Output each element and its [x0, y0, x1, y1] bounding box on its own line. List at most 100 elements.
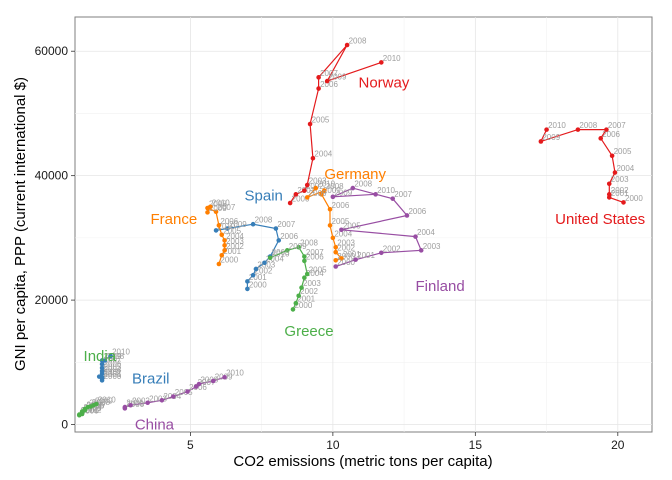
year-label: 2005: [175, 388, 193, 397]
year-label: 2007: [277, 220, 295, 229]
data-point-germany: [327, 206, 333, 212]
year-label: 2000: [126, 400, 144, 409]
data-point-spain: [273, 226, 279, 231]
data-point-greece: [299, 285, 304, 290]
year-label: 2003: [611, 175, 629, 184]
year-label: 2000: [294, 301, 312, 310]
data-point-france: [205, 210, 210, 215]
data-point-greece: [302, 258, 307, 264]
data-point-brazil: [99, 365, 105, 371]
data-point-greece: [290, 307, 296, 312]
year-label: 2002: [104, 369, 122, 378]
year-label: 2009: [209, 204, 227, 213]
data-point-france: [213, 209, 219, 215]
data-point-finland: [404, 213, 410, 218]
year-label: 2001: [357, 251, 375, 260]
country-label-norway: Norway: [359, 74, 410, 91]
data-point-brazil: [108, 353, 113, 359]
year-label: 2007: [320, 69, 338, 78]
year-label: 2000: [220, 256, 238, 265]
year-label: 2002: [132, 397, 150, 406]
data-point-finland: [390, 196, 396, 201]
data-point-germany: [322, 188, 327, 193]
year-label: 2008: [209, 200, 227, 209]
y-tick-label: 60000: [35, 44, 69, 58]
year-label: 2001: [104, 370, 122, 379]
year-label: 2003: [337, 239, 355, 248]
data-point-norway: [324, 78, 330, 84]
year-label: 2005: [86, 402, 104, 411]
data-point-germany: [339, 256, 344, 261]
year-label: 2010: [212, 198, 230, 207]
series-germany: 2000200120022003200420052006200720082009…: [304, 180, 361, 263]
data-point-spain: [250, 221, 256, 227]
year-label: 2001: [223, 247, 241, 256]
year-label: 2002: [84, 405, 102, 414]
data-point-united-states: [606, 192, 612, 197]
data-point-finland: [339, 227, 344, 233]
data-point-germany: [304, 195, 310, 200]
x-tick-label: 5: [187, 438, 194, 452]
data-point-spain: [253, 266, 259, 272]
data-point-france: [219, 252, 225, 258]
year-label: 2008: [354, 180, 372, 189]
country-label-united-states: United States: [555, 211, 645, 228]
year-label: 2003: [303, 279, 321, 288]
year-label: 2000: [337, 258, 355, 267]
year-label: 2010: [98, 396, 116, 405]
data-point-greece: [293, 300, 299, 306]
year-label: 2005: [309, 265, 327, 274]
year-label: 2004: [226, 232, 244, 241]
y-tick-label: 20000: [35, 293, 69, 307]
y-axis-ticks: 0 20000 40000 60000: [35, 44, 75, 432]
year-label: 2006: [280, 232, 298, 241]
year-label: 2007: [306, 248, 324, 257]
data-point-brazil: [99, 358, 105, 363]
year-label: 2008: [106, 352, 124, 361]
year-label: 2007: [104, 356, 122, 365]
year-label: 2006: [189, 383, 207, 392]
data-point-china: [122, 404, 128, 410]
x-tick-label: 15: [469, 438, 483, 452]
data-point-germany: [313, 185, 319, 191]
series-brazil: 2000200120022003200420052006200720082009…: [96, 348, 130, 383]
year-label: 2009: [309, 189, 327, 198]
data-point-norway: [307, 121, 313, 127]
year-label: 2003: [257, 260, 275, 269]
country-label-india: India: [84, 348, 117, 365]
year-label: 2004: [306, 269, 324, 278]
year-label: 2008: [349, 36, 367, 45]
year-label: 2009: [334, 188, 352, 197]
series-france: 2000200120022003200420052006200720082009…: [205, 198, 244, 267]
year-label: 2007: [218, 203, 236, 212]
data-point-france: [216, 261, 222, 267]
data-point-china: [196, 381, 202, 387]
year-label: 2010: [377, 186, 395, 195]
data-point-united-states: [538, 139, 544, 144]
year-label: 2004: [334, 229, 352, 238]
data-point-france: [222, 248, 227, 253]
data-point-germany: [333, 244, 339, 250]
data-point-united-states: [544, 127, 549, 132]
year-label: 2000: [625, 194, 643, 203]
year-label: 2008: [300, 239, 318, 248]
data-point-united-states: [606, 181, 612, 187]
data-point-finland: [379, 250, 384, 256]
year-label: 2007: [198, 378, 216, 387]
data-point-norway: [344, 42, 350, 48]
data-point-united-states: [612, 170, 618, 175]
data-point-greece: [296, 244, 301, 250]
data-point-greece: [267, 255, 273, 261]
data-point-france: [208, 204, 213, 210]
year-label: 2008: [92, 398, 110, 407]
year-label: 2004: [616, 164, 634, 173]
data-point-spain: [262, 260, 267, 266]
y-tick-label: 0: [61, 418, 68, 432]
data-point-brazil: [99, 361, 105, 367]
data-point-china: [185, 389, 190, 394]
data-point-finland: [330, 194, 336, 200]
year-label: 2001: [297, 295, 315, 304]
year-label: 2004: [417, 228, 435, 237]
year-label: 2009: [289, 242, 307, 251]
